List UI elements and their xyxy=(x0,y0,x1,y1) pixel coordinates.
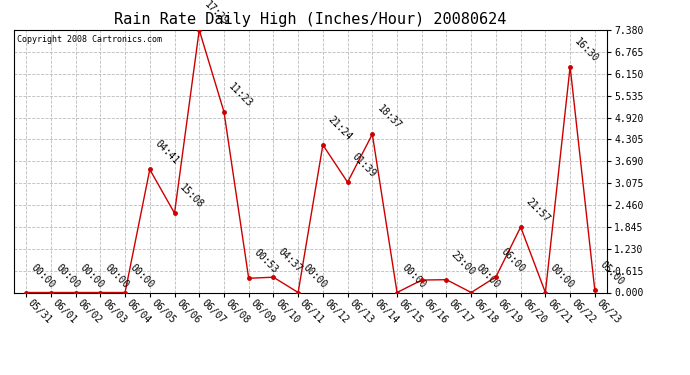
Text: 23:00: 23:00 xyxy=(449,249,477,277)
Text: 00:00: 00:00 xyxy=(128,262,156,290)
Text: 00:00: 00:00 xyxy=(400,262,428,290)
Text: 00:00: 00:00 xyxy=(29,262,57,290)
Text: 00:00: 00:00 xyxy=(474,262,502,290)
Text: 00:00: 00:00 xyxy=(79,262,106,290)
Text: 00:00: 00:00 xyxy=(54,262,81,290)
Text: 21:24: 21:24 xyxy=(326,114,353,142)
Text: 00:00: 00:00 xyxy=(548,262,576,290)
Text: 06:00: 06:00 xyxy=(499,246,526,274)
Text: 00:00: 00:00 xyxy=(301,262,328,290)
Text: 05:00: 05:00 xyxy=(598,260,625,288)
Text: 18:37: 18:37 xyxy=(375,104,403,132)
Text: 04:41: 04:41 xyxy=(152,139,180,166)
Text: 01:39: 01:39 xyxy=(351,152,378,180)
Text: 15:08: 15:08 xyxy=(177,183,205,210)
Text: 00:00: 00:00 xyxy=(103,262,131,290)
Text: 00:53: 00:53 xyxy=(251,248,279,276)
Text: 21:57: 21:57 xyxy=(524,196,551,224)
Text: 16:30: 16:30 xyxy=(573,36,601,64)
Text: 04:37: 04:37 xyxy=(276,247,304,274)
Text: 11:23: 11:23 xyxy=(227,81,255,109)
Title: Rain Rate Daily High (Inches/Hour) 20080624: Rain Rate Daily High (Inches/Hour) 20080… xyxy=(115,12,506,27)
Text: 17:29: 17:29 xyxy=(202,0,230,27)
Text: Copyright 2008 Cartronics.com: Copyright 2008 Cartronics.com xyxy=(17,35,161,44)
